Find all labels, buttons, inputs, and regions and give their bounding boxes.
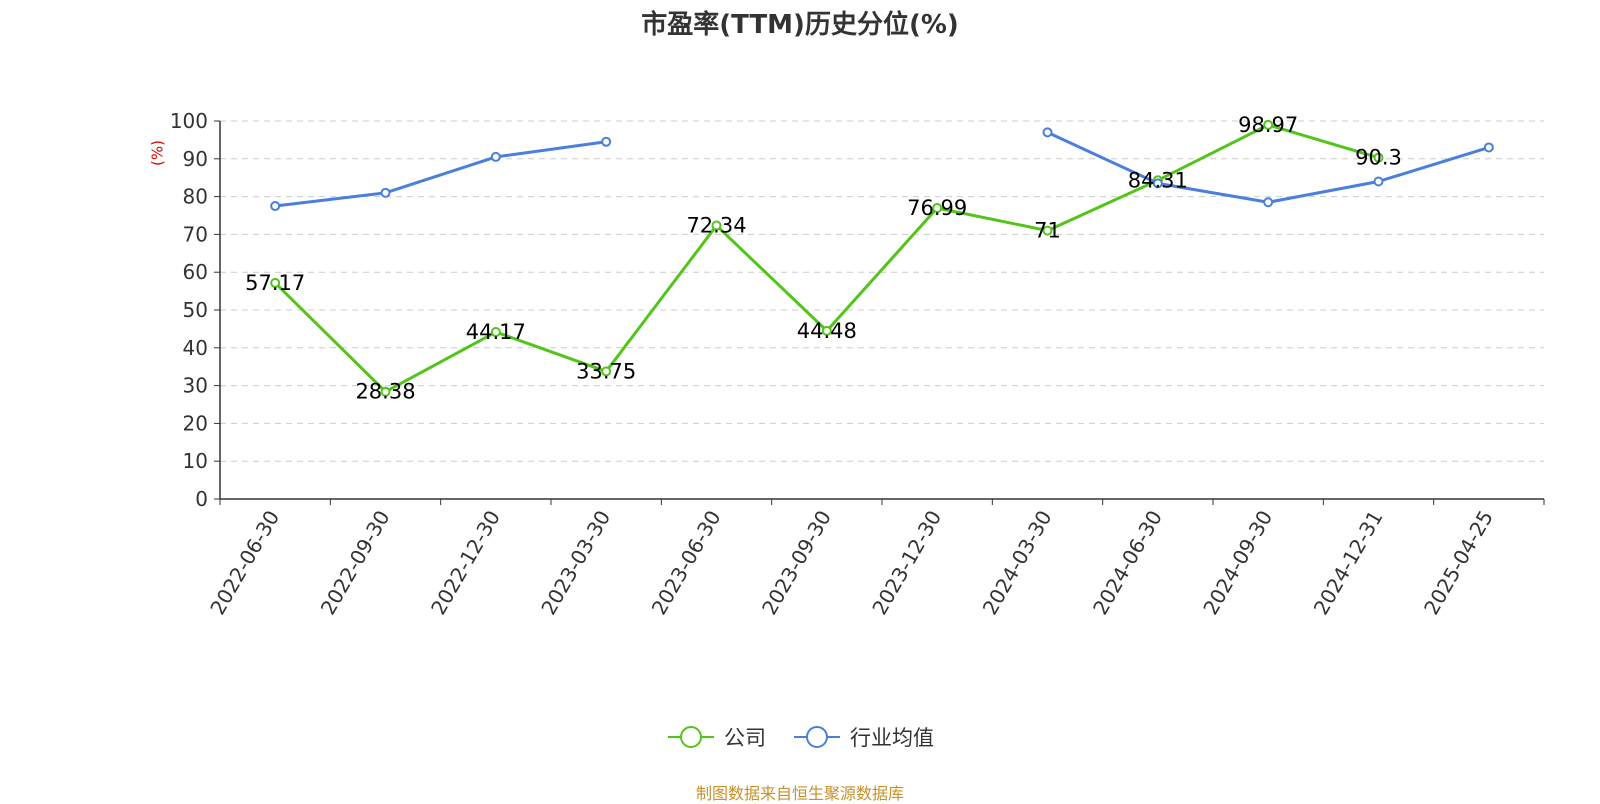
data-label: 44.17 [466, 320, 526, 344]
data-point [1042, 225, 1053, 236]
legend-item[interactable]: 公司 [666, 722, 766, 752]
x-tick-label: 2024-03-30 [978, 506, 1057, 619]
x-tick-label: 2024-06-30 [1088, 506, 1167, 619]
y-tick-label: 0 [195, 487, 208, 511]
x-tick-label: 2023-03-30 [536, 506, 615, 619]
data-label: 84.31 [1128, 168, 1188, 192]
data-point [1483, 142, 1494, 153]
x-tick-label: 2022-06-30 [205, 506, 284, 619]
data-label: 28.38 [355, 380, 415, 404]
data-label: 44.48 [797, 319, 857, 343]
data-label: 33.75 [576, 359, 636, 383]
data-point [1263, 197, 1274, 208]
x-tick-label: 2023-09-30 [757, 506, 836, 619]
data-label: 71 [1034, 219, 1061, 243]
data-label: 72.34 [686, 214, 746, 238]
series-layer [270, 119, 1494, 397]
data-point [490, 327, 501, 338]
series-2 [270, 127, 1494, 212]
x-tick-label: 2022-09-30 [316, 506, 395, 619]
series-line [1046, 130, 1490, 204]
y-tick-label: 80 [183, 185, 208, 209]
data-labels: 57.17 28.38 44.17 33.75 72.34 44.48 76.99 71 84.… [245, 113, 1402, 404]
y-tick-label: 60 [183, 260, 208, 284]
legend-swatch-circle [806, 726, 828, 748]
x-tick-label: 2025-04-25 [1419, 506, 1498, 619]
data-point [601, 366, 612, 377]
legend-label: 公司 [724, 726, 766, 750]
series-line [274, 140, 607, 208]
data-label: 57.17 [245, 271, 305, 295]
grid-lines [220, 120, 1544, 462]
data-point [601, 136, 612, 147]
y-tick-label: 40 [183, 336, 208, 360]
y-axis-label: (%) [149, 140, 167, 166]
data-point [821, 325, 832, 336]
y-tick-label: 20 [183, 411, 208, 435]
data-point [380, 187, 391, 198]
y-tick-label: 50 [183, 298, 208, 322]
data-label: 90.3 [1355, 146, 1402, 170]
x-tick-label: 2023-06-30 [647, 506, 726, 619]
data-point [1263, 119, 1274, 130]
y-tick-label: 100 [170, 109, 208, 133]
axes: 0 10 20 30 40 50 60 70 80 90 100 2022-06-30 2022-09-… [170, 109, 1545, 619]
data-point [380, 386, 391, 397]
data-point [711, 220, 722, 231]
x-tick-label: 2024-12-31 [1309, 506, 1388, 619]
x-tick-label: 2022-12-30 [426, 506, 505, 619]
legend-swatch-icon [794, 726, 840, 748]
source-note: 制图数据来自恒生聚源数据库 [695, 784, 904, 803]
y-tick-label: 10 [183, 449, 208, 473]
legend-item[interactable]: 行业均值 [792, 722, 934, 752]
chart-title: 市盈率(TTM)历史分位(%) [641, 10, 959, 40]
x-tick-label: 2024-09-30 [1198, 506, 1277, 619]
data-point [1373, 152, 1384, 163]
data-point [270, 277, 281, 288]
data-point [1152, 178, 1163, 189]
data-point [1042, 127, 1053, 138]
y-tick-label: 30 [183, 374, 208, 398]
data-point [490, 151, 501, 162]
legend: 公司 行业均值 [0, 722, 1600, 752]
series-line [274, 123, 1379, 394]
data-point [270, 201, 281, 212]
legend-label: 行业均值 [850, 726, 934, 750]
series-1 [270, 119, 1384, 397]
data-label: 98.97 [1238, 113, 1298, 137]
y-tick-label: 70 [183, 222, 208, 246]
y-tick-label: 90 [183, 147, 208, 171]
data-point [932, 202, 943, 213]
legend-swatch-icon [668, 726, 714, 748]
legend-swatch-circle [680, 726, 702, 748]
data-point [1373, 176, 1384, 187]
x-tick-label: 2023-12-30 [867, 506, 946, 619]
data-label: 76.99 [907, 196, 967, 220]
